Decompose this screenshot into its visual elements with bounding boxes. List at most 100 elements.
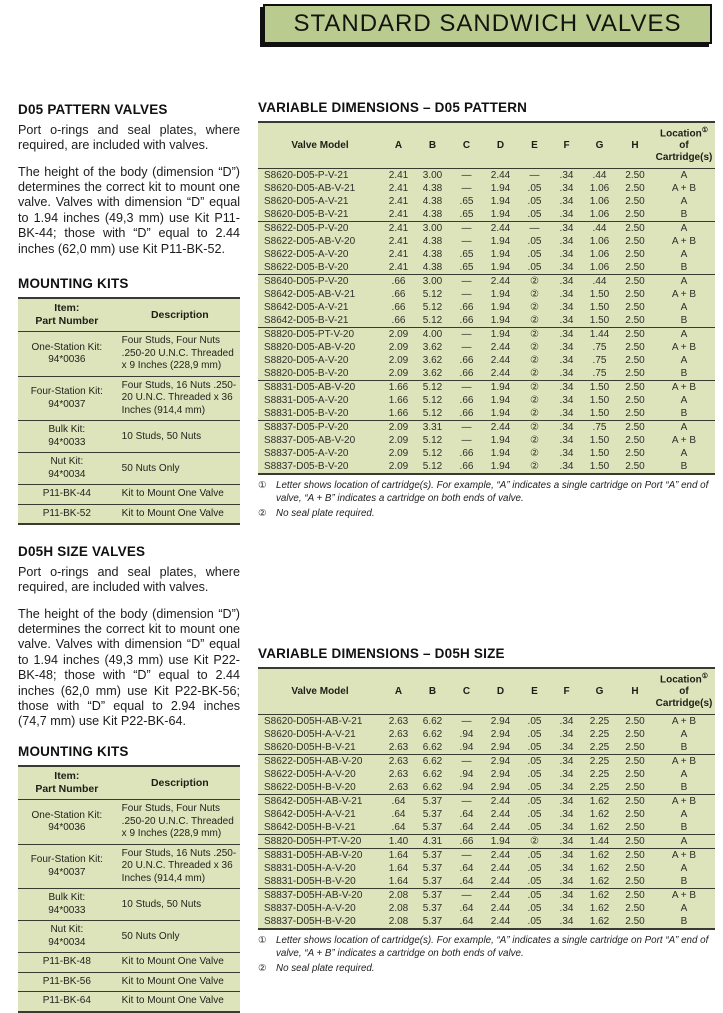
dimension-cell: ② xyxy=(530,408,539,420)
kit-item-cell: Bulk Kit: 94*0033 xyxy=(18,888,116,921)
kits-row: P11-BK-56 Kit to Mount One Valve xyxy=(18,971,240,992)
dimension-cell: 2.08 xyxy=(388,916,409,928)
dimension-cell: 2.50 xyxy=(625,876,645,888)
kits-row: Nut Kit: 94*0034 50 Nuts Only xyxy=(18,452,240,485)
dimension-cell: ② xyxy=(530,289,539,301)
dimension-cell: 1.62 xyxy=(589,863,610,875)
dims-col-header-h: H xyxy=(617,122,653,170)
dimension-cell: A + B xyxy=(653,380,715,395)
valve-model-cell: S8622-D05H-AB-V-20 xyxy=(258,754,382,769)
valve-row: S8622-D05H-A-V-20 2.63 6.62 .94 2.94 .05 .34 2.… xyxy=(258,768,715,781)
footnote-text: Letter shows location of cartridge(s). F… xyxy=(276,480,709,505)
dimension-cell: — xyxy=(518,221,551,236)
dimension-cell: 2.94 xyxy=(490,716,511,728)
dimension-cell: 2.50 xyxy=(617,794,653,809)
dimension-cell: ② xyxy=(518,834,551,849)
mounting-kits-section-2: MOUNTING KITS Item: Part Number Descriptio… xyxy=(18,744,240,1013)
kits-header-row: Item: Part Number Description xyxy=(18,298,240,333)
dimension-cell: 1.66 xyxy=(388,408,409,420)
dimension-cell: A xyxy=(680,863,688,875)
footnote-marker: ① xyxy=(258,935,267,947)
dimension-cell: .34 xyxy=(559,809,574,821)
kit-item-cell: P11-BK-64 xyxy=(18,991,116,1012)
valve-model-cell: S8820-D05H-PT-V-20 xyxy=(258,834,382,849)
dimension-cell: .05 xyxy=(518,848,551,863)
dimension-cell: .34 xyxy=(559,236,574,248)
dimension-cell: — xyxy=(461,716,472,728)
kits-row: P11-BK-52 Kit to Mount One Valve xyxy=(18,503,240,525)
dimension-cell: 2.50 xyxy=(625,435,645,447)
valve-row: S8642-D05H-A-V-21 .64 5.37 .64 2.44 .05 .34 1.6… xyxy=(258,808,715,821)
valve-row: S8640-D05-P-V-20.66 3.00—2.44 ② .34.44 2.50 A xyxy=(258,274,715,289)
dimension-cell: 2.50 xyxy=(617,380,653,395)
dimension-cell: A xyxy=(680,448,688,460)
dimension-cell: 2.94 xyxy=(490,769,511,781)
dimension-cell: 6.62 xyxy=(422,729,443,741)
kit-item-cell: Nut Kit: 94*0034 xyxy=(18,920,116,953)
dimension-cell: .65 xyxy=(459,196,474,208)
dimension-cell: 5.12 xyxy=(422,435,443,447)
valve-model-cell: S8640-D05-P-V-20 xyxy=(258,274,382,289)
dimension-cell: .75 xyxy=(592,342,607,354)
dimension-cell: B xyxy=(680,408,688,420)
valve-model-cell: S8831-D05-B-V-20 xyxy=(264,408,349,420)
dimension-cell: .66 xyxy=(391,315,406,327)
dimension-cell: 4.00 xyxy=(415,327,450,342)
dimension-cell: .34 xyxy=(551,754,582,769)
dimension-cell: .34 xyxy=(559,342,574,354)
dimension-cell: 1.94 xyxy=(490,262,511,274)
dimension-cell: A + B xyxy=(653,888,715,903)
kit-item-cell: Bulk Kit: 94*0033 xyxy=(18,420,116,453)
variable-dimensions-d05-title: VARIABLE DIMENSIONS – D05 PATTERN xyxy=(258,100,528,115)
dimension-cell: 5.12 xyxy=(422,315,443,327)
dimension-cell: 5.37 xyxy=(422,863,443,875)
dimension-cell: 2.44 xyxy=(490,903,511,915)
dimension-cell: 1.66 xyxy=(382,380,415,395)
dimension-cell: 1.06 xyxy=(589,196,610,208)
dimension-cell: 2.44 xyxy=(483,221,518,236)
valve-row: S8620-D05-A-V-21 2.41 4.38 .65 1.94 .05 .34 1.0… xyxy=(258,195,715,208)
dimension-cell: 2.50 xyxy=(625,249,645,261)
dimension-cell: .64 xyxy=(459,903,474,915)
valve-row: S8620-D05H-A-V-21 2.63 6.62 .94 2.94 .05 .34 2.… xyxy=(258,728,715,741)
kit-description-cell: Kit to Mount One Valve xyxy=(115,484,240,505)
footnote-marker: ① xyxy=(258,480,267,492)
footnote: ② No seal plate required. xyxy=(258,508,715,521)
dimension-cell: .44 xyxy=(582,274,617,289)
dimension-cell: ② xyxy=(518,380,551,395)
dimension-cell: .34 xyxy=(551,221,582,236)
footnote: ① Letter shows location of cartridge(s). … xyxy=(258,935,715,960)
valve-row: S8831-D05H-AB-V-20 1.64 5.37—2.44.05.34 1.6… xyxy=(258,848,715,863)
dimension-cell: ② xyxy=(518,420,551,435)
dimension-cell: 2.50 xyxy=(625,262,645,274)
dimension-cell: A xyxy=(680,302,688,314)
valve-row: S8837-D05-P-V-20 2.09 3.31—2.44 ② .34.75 2.50… xyxy=(258,420,715,435)
dimension-cell: B xyxy=(680,742,688,754)
dimension-cell: .34 xyxy=(559,262,574,274)
valve-model-cell: S8622-D05-A-V-20 xyxy=(264,249,349,261)
valve-row: S8837-D05H-AB-V-20 2.08 5.37—2.44.05.34 1.6… xyxy=(258,888,715,903)
dimension-cell: — xyxy=(461,183,472,195)
dimension-cell: B xyxy=(680,209,688,221)
dimension-cell: 2.41 xyxy=(388,196,409,208)
dims-col-header-g: G xyxy=(582,122,617,170)
dimension-cell: .05 xyxy=(527,249,542,261)
dims-col-header-f: F xyxy=(551,668,582,716)
dimension-cell: ② xyxy=(530,302,539,314)
dimension-cell: 2.94 xyxy=(490,729,511,741)
dimension-cell: 1.06 xyxy=(589,209,610,221)
dimension-cell: .05 xyxy=(527,729,542,741)
dimension-cell: A + B xyxy=(671,183,697,195)
kits-row: Nut Kit: 94*0034 50 Nuts Only xyxy=(18,920,240,953)
dimension-cell: — xyxy=(461,236,472,248)
dimension-cell: A xyxy=(680,769,688,781)
valve-row: S8620-D05H-AB-V-21 2.63 6.62 — 2.94 .05 .34 2.2… xyxy=(258,715,715,729)
dims-body: S8620-D05H-AB-V-21 2.63 6.62—2.94.05.34 2.2… xyxy=(258,715,715,930)
dimension-cell: 2.44 xyxy=(490,863,511,875)
dims-header-row: Valve Model A B C D E F G H Location① of Cartridge(… xyxy=(258,122,715,170)
dimension-cell: B xyxy=(680,822,688,834)
dimension-cell: 5.37 xyxy=(422,809,443,821)
dimension-cell: 1.94 xyxy=(483,834,518,849)
valve-model-cell: S8622-D05H-B-V-20 xyxy=(264,782,356,794)
dimension-cell: 1.94 xyxy=(490,461,511,473)
